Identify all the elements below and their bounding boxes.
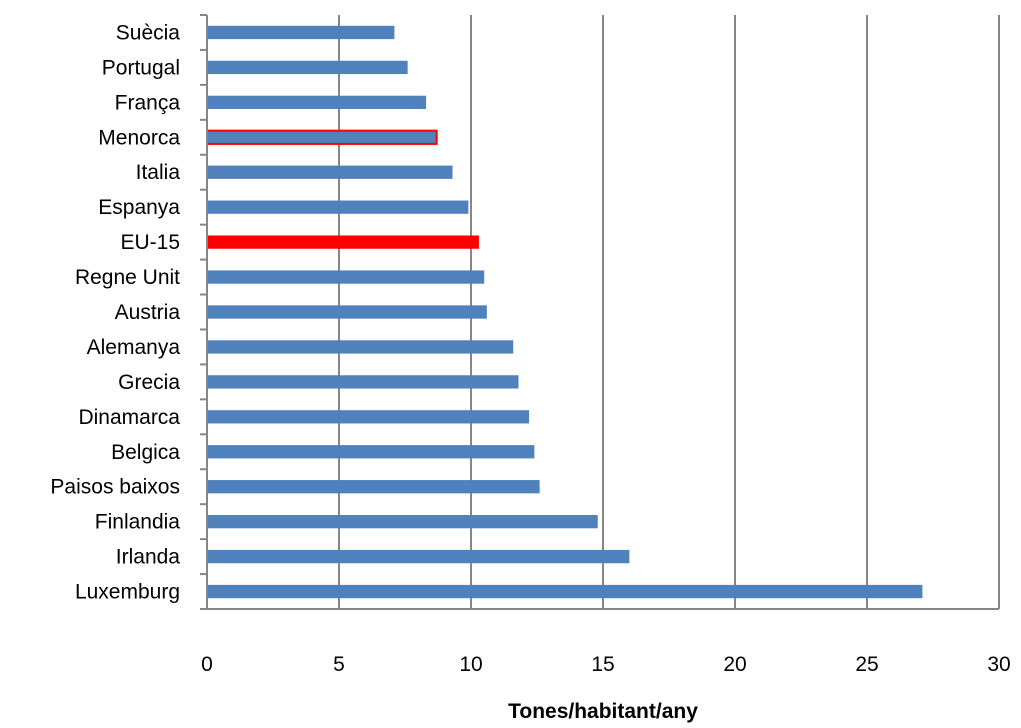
gridlines	[338, 15, 1000, 609]
bar	[207, 60, 408, 75]
bar	[206, 129, 438, 145]
category-label: Finlandia	[95, 511, 181, 534]
category-label: Regne Unit	[75, 266, 180, 289]
bar	[207, 340, 514, 354]
axes	[200, 14, 999, 610]
bar	[207, 410, 530, 424]
category-label: Belgica	[111, 441, 180, 464]
bar	[207, 200, 469, 214]
bar	[207, 270, 485, 284]
category-label: Menorca	[98, 126, 180, 149]
category-label: Paisos baixos	[50, 476, 180, 499]
category-label: França	[115, 91, 181, 114]
bar	[207, 305, 487, 319]
x-tick-label: 15	[591, 653, 614, 676]
category-label: Italia	[136, 161, 181, 184]
bar	[207, 549, 630, 564]
category-label: Luxemburg	[75, 581, 180, 604]
bar	[207, 165, 453, 179]
category-label: Portugal	[102, 56, 180, 79]
x-tick-label: 10	[459, 653, 482, 676]
bar	[207, 445, 535, 459]
category-label: Grecia	[118, 371, 180, 394]
x-tick-label: 0	[201, 653, 213, 676]
x-tick-label: 20	[723, 653, 746, 676]
bar	[207, 25, 395, 40]
category-label: Espanya	[98, 196, 180, 219]
category-label: Suècia	[116, 21, 181, 44]
x-tick-label: 25	[855, 653, 878, 676]
category-label: Austria	[115, 301, 181, 324]
category-labels: Suècia Portugal França Menorca Italia Espanya…	[50, 21, 180, 603]
bar	[207, 584, 923, 599]
bar	[207, 95, 427, 109]
x-axis-title: Tones/habitant/any	[508, 700, 698, 723]
bars	[206, 25, 923, 599]
bar	[207, 375, 519, 389]
bar	[207, 480, 540, 494]
tick-labels: 0 5 10 15 20 25 30	[201, 653, 1011, 676]
x-tick-label: 5	[333, 653, 345, 676]
category-label: Alemanya	[87, 336, 181, 359]
category-label: Dinamarca	[78, 406, 180, 429]
x-tick-label: 30	[987, 653, 1010, 676]
bar	[207, 515, 598, 529]
category-label: Irlanda	[116, 546, 181, 569]
bar	[207, 235, 479, 249]
category-label: EU-15	[120, 231, 180, 254]
